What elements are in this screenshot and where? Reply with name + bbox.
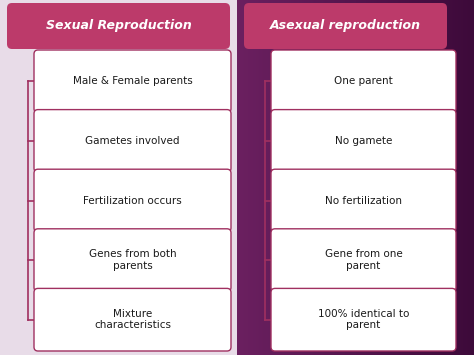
Text: 100% identical to
parent: 100% identical to parent (318, 309, 409, 331)
Text: No fertilization: No fertilization (325, 196, 402, 206)
FancyBboxPatch shape (271, 229, 456, 291)
Text: Fertilization occurs: Fertilization occurs (83, 196, 182, 206)
FancyBboxPatch shape (271, 50, 456, 113)
FancyBboxPatch shape (244, 3, 447, 49)
FancyBboxPatch shape (34, 288, 231, 351)
Text: Sexual Reproduction: Sexual Reproduction (46, 20, 191, 33)
FancyBboxPatch shape (34, 169, 231, 232)
Text: Gametes involved: Gametes involved (85, 136, 180, 146)
FancyBboxPatch shape (271, 110, 456, 172)
Bar (0, 0, 237, 355)
Text: Genes from both
parents: Genes from both parents (89, 249, 176, 271)
FancyBboxPatch shape (271, 169, 456, 232)
FancyBboxPatch shape (34, 110, 231, 172)
Text: Asexual reproduction: Asexual reproduction (270, 20, 421, 33)
Text: No gamete: No gamete (335, 136, 392, 146)
Text: Male & Female parents: Male & Female parents (73, 76, 192, 86)
Text: Gene from one
parent: Gene from one parent (325, 249, 402, 271)
FancyBboxPatch shape (34, 229, 231, 291)
Text: One parent: One parent (334, 76, 393, 86)
FancyBboxPatch shape (7, 3, 230, 49)
Text: Mixture
characteristics: Mixture characteristics (94, 309, 171, 331)
FancyBboxPatch shape (34, 50, 231, 113)
FancyBboxPatch shape (271, 288, 456, 351)
